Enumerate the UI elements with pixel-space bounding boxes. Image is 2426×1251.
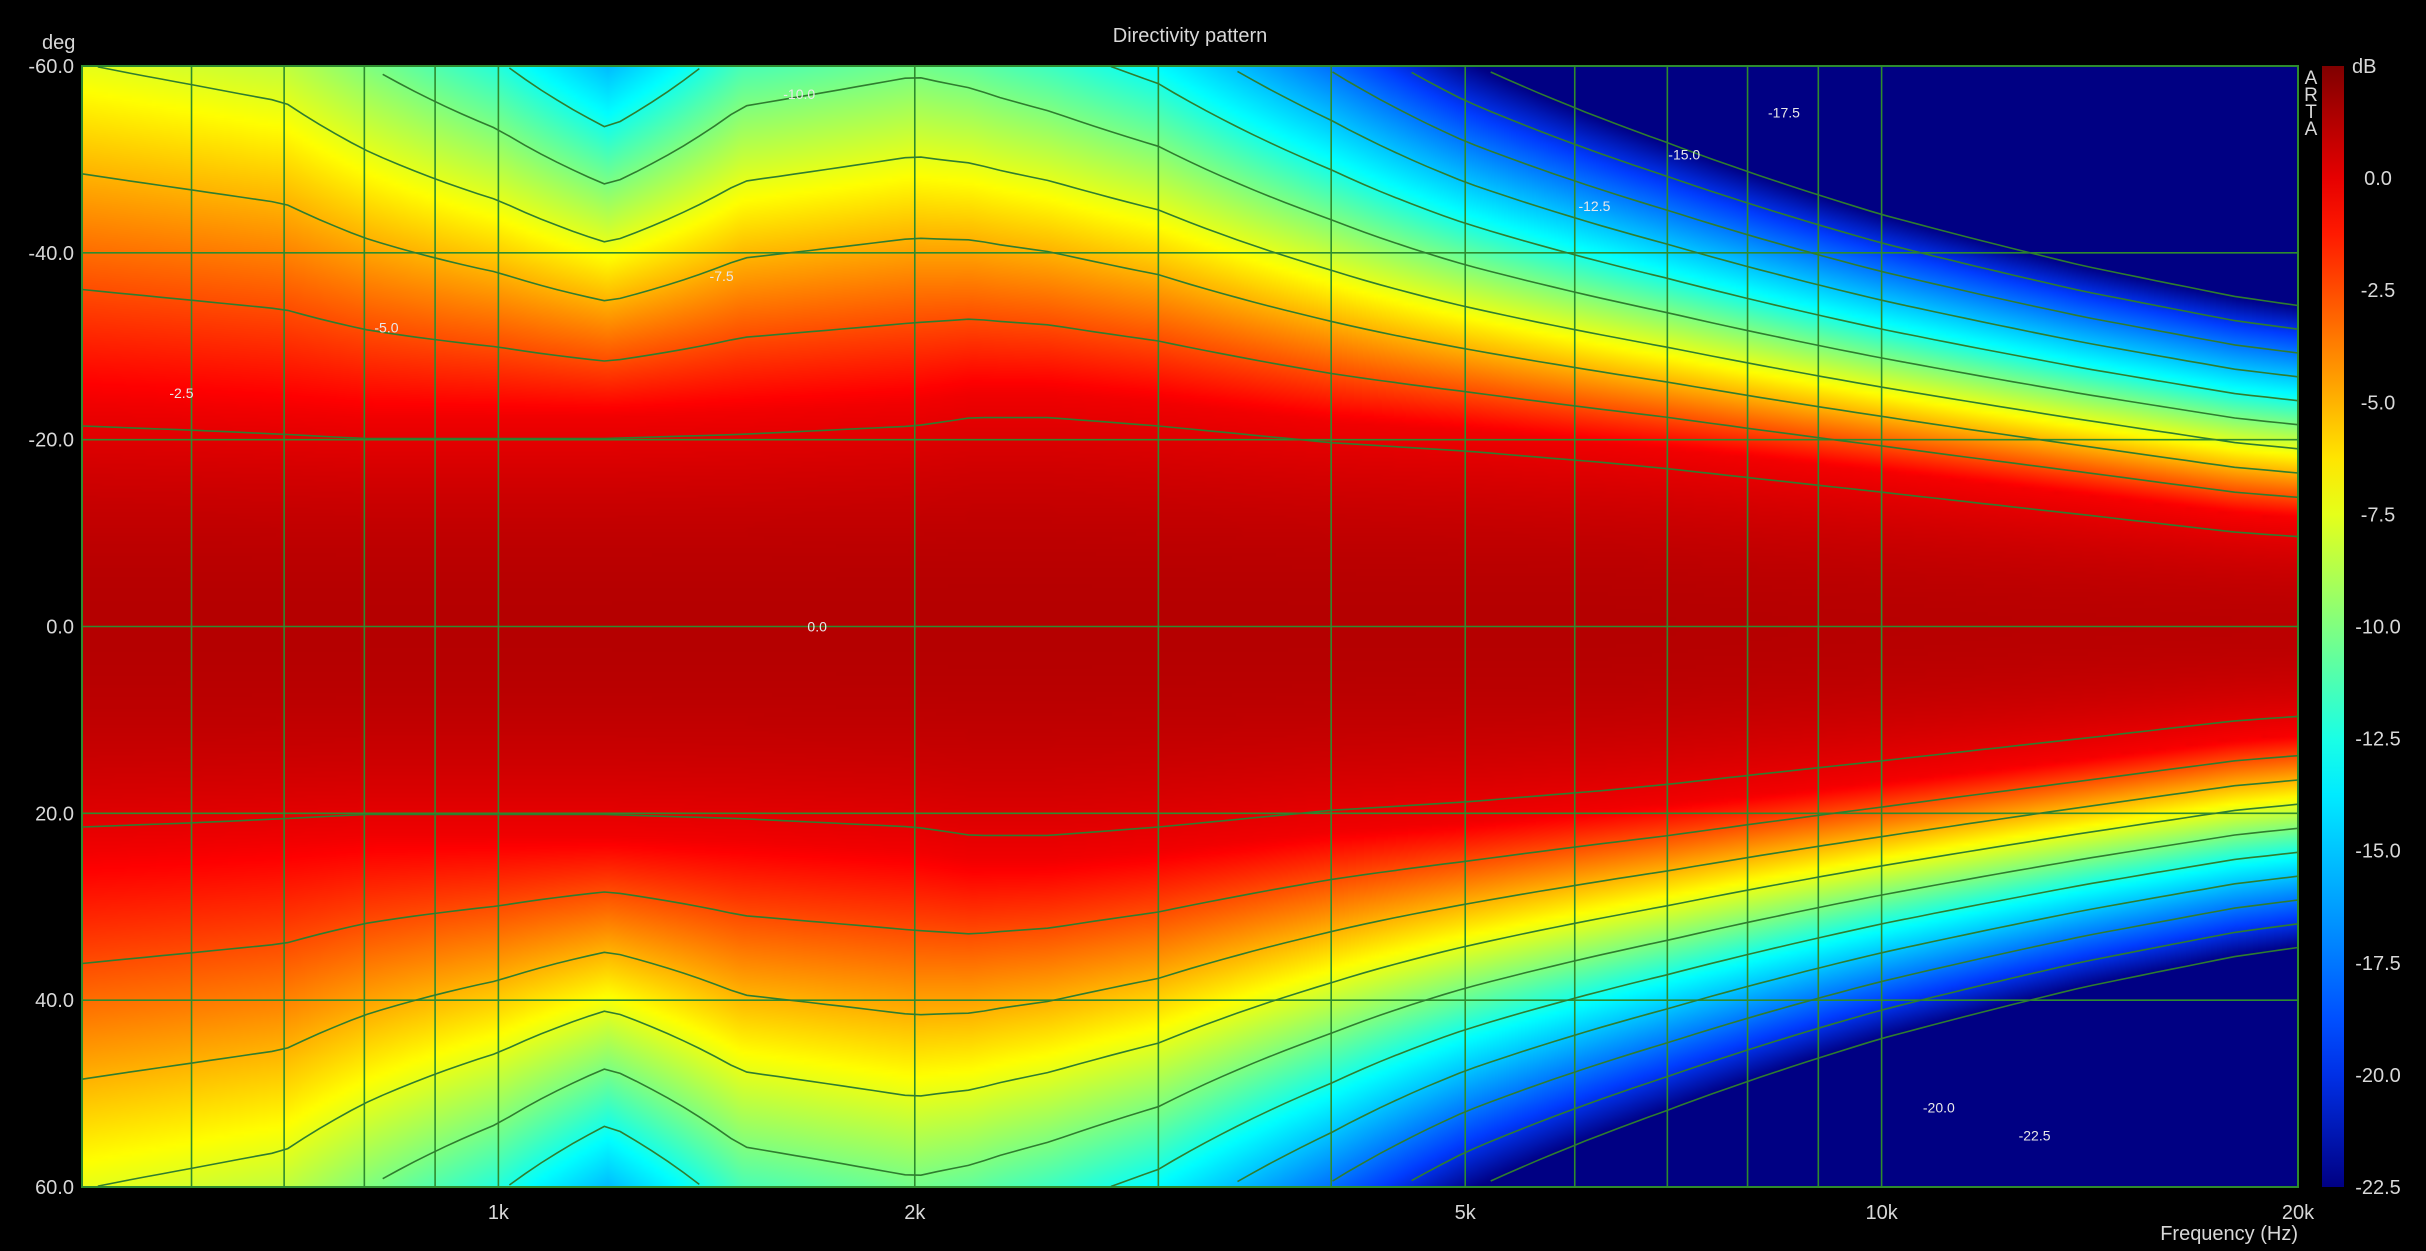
colorbar-tick-label: -7.5 — [2361, 504, 2395, 526]
colorbar-tick-label: -20.0 — [2355, 1065, 2401, 1087]
colorbar-tick-label: -17.5 — [2355, 953, 2401, 975]
y-tick-label: -20.0 — [28, 430, 74, 452]
colorbar-tick-label: -5.0 — [2361, 392, 2395, 414]
colorbar-gradient — [2322, 66, 2344, 1187]
contour-label: -12.5 — [1578, 198, 1610, 214]
y-tick-label: 20.0 — [35, 803, 74, 825]
x-tick-label: 2k — [904, 1202, 926, 1224]
chart-title: Directivity pattern — [1113, 25, 1268, 47]
y-tick-label: 40.0 — [35, 990, 74, 1012]
contour-line — [1332, 899, 2299, 1182]
contour-line — [1237, 875, 2299, 1183]
grid-lines — [82, 65, 2299, 1188]
contour-line — [81, 416, 2299, 538]
contour-line — [382, 827, 2299, 1180]
contour-label: -22.5 — [2019, 1128, 2051, 1144]
y-tick-label: -60.0 — [28, 56, 74, 78]
contour-label: -15.0 — [1668, 147, 1700, 163]
contour-line — [1237, 70, 2299, 378]
colorbar-tick-label: -12.5 — [2355, 729, 2401, 751]
contour-line — [97, 803, 2299, 1187]
colorbar-tick-label: -22.5 — [2355, 1177, 2401, 1199]
y-axis-ticks: -60.0 -40.0 -20.0 0.0 20.0 40.0 60.0 — [28, 56, 74, 1199]
contour-line — [81, 173, 2299, 474]
contour-line — [508, 1125, 700, 1186]
contour-line — [97, 66, 2299, 450]
contour-label: -17.5 — [1768, 105, 1800, 121]
contour-line — [81, 288, 2299, 499]
colorbar-tick-label: -10.0 — [2355, 617, 2401, 639]
contour-label: -20.0 — [1923, 1100, 1955, 1116]
contour-label: -2.5 — [169, 385, 193, 401]
colorbar: dB 0.0 -2.5 -5.0 -7.5 -10.0 -12.5 -15.0 -17.5 -2… — [2304, 56, 2401, 1199]
contour-line — [382, 73, 2299, 426]
contour-line — [81, 779, 2299, 1080]
arta-letter: R — [2304, 85, 2318, 106]
contour-lines — [81, 65, 2299, 1188]
plot-area: -10.0 -7.5 -5.0 -2.5 0.0 -17.5 -15.0 -12.5 -20.0… — [81, 65, 2299, 1188]
colorbar-tick-label: 0.0 — [2364, 168, 2392, 190]
contour-line — [1411, 71, 2299, 330]
contour-label: -7.5 — [710, 268, 734, 284]
contour-line — [1110, 851, 2299, 1188]
x-axis-ticks: 1k 2k 5k 10k 20k — [488, 1202, 2315, 1224]
contour-line — [1490, 71, 2299, 307]
contour-line — [1110, 65, 2299, 402]
contour-labels: -10.0 -7.5 -5.0 -2.5 0.0 -17.5 -15.0 -12.5 -20.0… — [169, 86, 2050, 1144]
contour-label: -5.0 — [374, 320, 398, 336]
contour-line — [81, 754, 2299, 965]
contour-line — [1332, 71, 2299, 354]
contour-line — [81, 715, 2299, 837]
colorbar-tick-label: -15.0 — [2355, 841, 2401, 863]
arta-letter: T — [2305, 102, 2317, 123]
contour-line — [1411, 923, 2299, 1182]
x-tick-label: 20k — [2282, 1202, 2315, 1224]
colorbar-label: dB — [2352, 56, 2376, 78]
contour-line — [508, 67, 700, 128]
arta-letter: A — [2305, 119, 2318, 140]
x-tick-label: 10k — [1865, 1202, 1898, 1224]
arta-letter: A — [2305, 68, 2318, 89]
y-tick-label: 0.0 — [46, 617, 74, 639]
colorbar-tick-label: -2.5 — [2361, 280, 2395, 302]
y-tick-label: 60.0 — [35, 1177, 74, 1199]
y-axis-label: deg — [42, 32, 75, 54]
colorbar-ticks: 0.0 -2.5 -5.0 -7.5 -10.0 -12.5 -15.0 -17.5 -20.0… — [2355, 168, 2401, 1199]
contour-label: 0.0 — [807, 619, 827, 635]
contour-label: -10.0 — [783, 86, 815, 102]
y-tick-label: -40.0 — [28, 243, 74, 265]
contour-line — [1490, 946, 2299, 1182]
x-tick-label: 1k — [488, 1202, 510, 1224]
x-axis-label: Frequency (Hz) — [2160, 1223, 2298, 1245]
x-tick-label: 5k — [1455, 1202, 1477, 1224]
